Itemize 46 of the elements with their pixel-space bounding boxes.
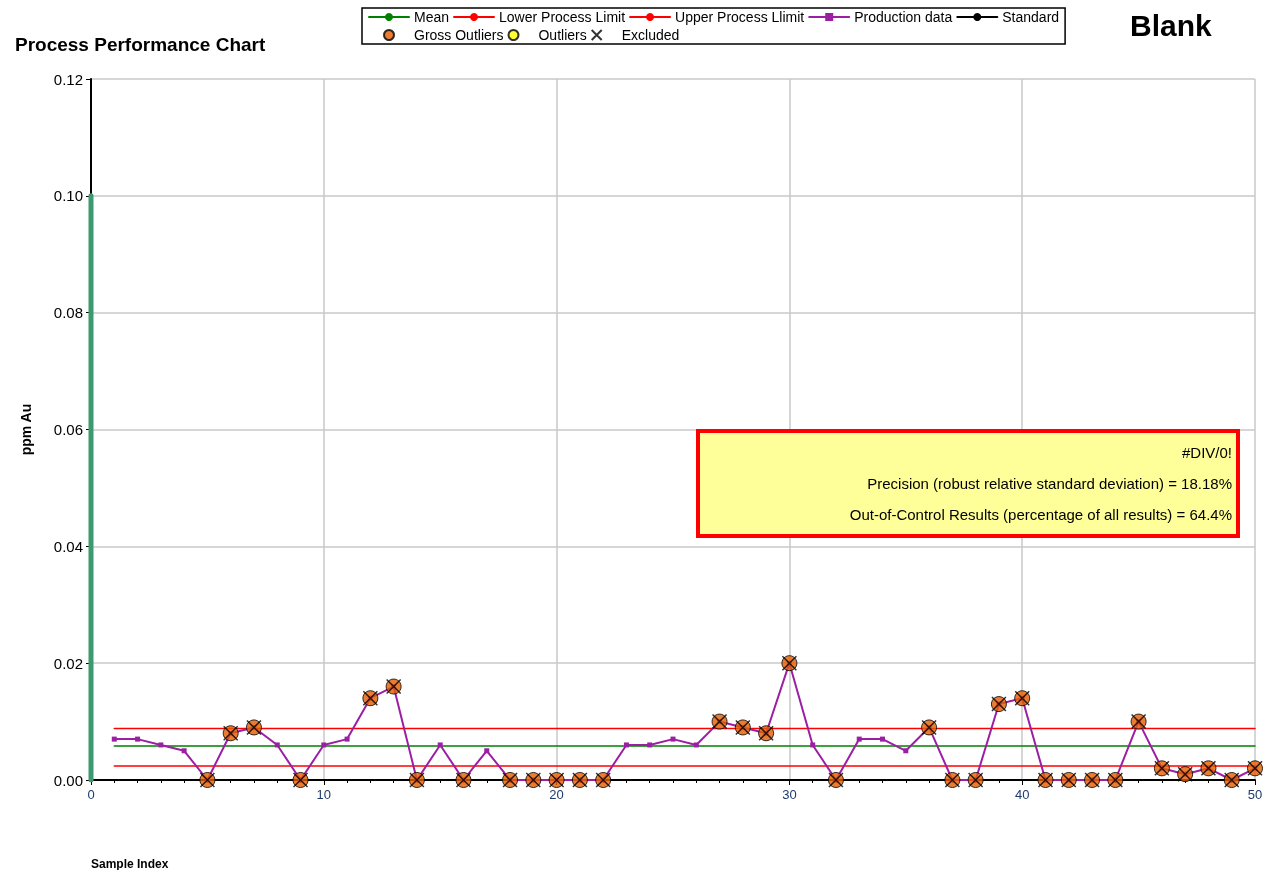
point: [344, 736, 350, 742]
legend-label: Standard: [1002, 9, 1060, 25]
point: [880, 736, 886, 742]
y-tick-label: 0.10: [53, 187, 83, 205]
point: [693, 742, 699, 748]
annotation: Precision (robust relative standard deviation) = 18.18%: [866, 474, 1232, 494]
point: [623, 742, 629, 748]
legend-label: Lower Process Limit: [499, 9, 626, 25]
annotation: Out-of-Control Results (percentage of all results) = 64.4%: [848, 505, 1232, 525]
legend-label: Excluded: [621, 27, 680, 43]
legend-label: Gross Outliers: [414, 27, 504, 43]
point: [111, 736, 117, 742]
legend-label: Mean: [414, 9, 450, 25]
x-tick-label: 0: [87, 787, 95, 802]
point: [437, 742, 443, 748]
point: [903, 748, 909, 754]
point: [274, 742, 280, 748]
chart-subtitle: Blank: [1130, 8, 1213, 42]
x-axis-title: Sample Index: [91, 857, 169, 870]
point: [181, 748, 187, 754]
y-tick-label: 0.04: [53, 537, 83, 555]
x-tick-label: 50: [1247, 787, 1263, 802]
point: [135, 736, 141, 742]
legend-label: Upper Process Llimit: [675, 9, 805, 25]
x-tick-label: 10: [316, 787, 332, 802]
point: [158, 742, 164, 748]
legend-label: Production data: [854, 9, 953, 25]
y-tick-label: 0.02: [53, 654, 83, 672]
point: [484, 748, 490, 754]
point: [810, 742, 816, 748]
chart-title: Process Performance Chart: [15, 34, 266, 55]
x-tick-label: 30: [782, 787, 797, 802]
point: [856, 736, 862, 742]
point: [647, 742, 653, 748]
legend-label: Outliers: [538, 27, 587, 43]
y-tick-label: 0.08: [53, 304, 83, 322]
point: [670, 736, 676, 742]
annotation: #DIV/0!: [1180, 443, 1232, 463]
y-axis-title: ppm Au: [18, 403, 34, 456]
y-tick-label: 0.06: [53, 421, 83, 438]
y-tick-label: 0.12: [53, 70, 83, 88]
note-box: #DIV/0! Precision (robust relative standard deviation) = 18.18% Out-of-Control Results (percentage of all results) = 64.4%: [696, 429, 1240, 538]
y-tick-label: 0.00: [53, 771, 83, 789]
x-tick-label: 20: [549, 787, 564, 802]
point: [321, 742, 327, 748]
x-tick-label: 40: [1014, 787, 1030, 802]
